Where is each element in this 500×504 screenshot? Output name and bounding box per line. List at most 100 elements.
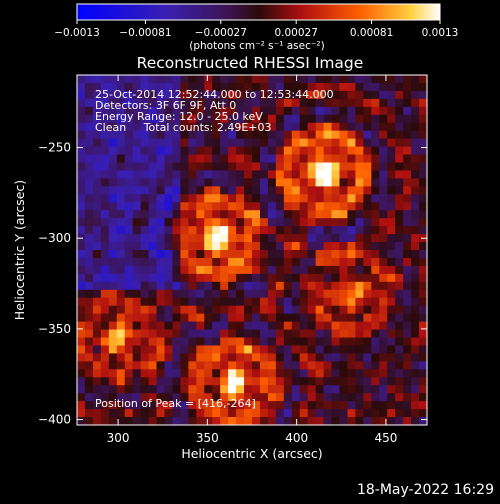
heatmap-cell [363,122,372,132]
heatmap-cell [355,114,364,124]
heatmap-cell [379,409,388,418]
heatmap-cell [92,361,102,370]
heatmap-cell [419,353,427,362]
heatmap-cell [204,353,213,362]
heatmap-cell [196,98,205,108]
heatmap-cell [188,178,197,187]
heatmap-cell [84,154,94,164]
heatmap-cell [228,146,237,156]
heatmap-cell [323,138,333,148]
heatmap-cell [140,329,150,339]
heatmap-cell [116,242,126,251]
heatmap-cell [323,329,333,339]
heatmap-cell [379,186,388,195]
heatmap-cell [283,82,293,92]
heatmap-cell [363,265,372,275]
heatmap-cell [331,226,341,235]
heatmap-cell [116,75,126,84]
heatmap-cell [92,281,102,291]
heatmap-cell [331,401,341,410]
heatmap-cell [188,130,197,140]
heatmap-cell [419,250,427,259]
heatmap-cell [156,106,166,116]
heatmap-cell [315,170,325,180]
heatmap-cell [371,82,380,92]
heatmap-cell [307,82,317,92]
heatmap-cell [172,417,182,425]
heatmap-cell [267,313,277,323]
heatmap-cell [355,337,364,347]
heatmap-cell [124,146,134,156]
heatmap-cell [259,289,269,299]
heatmap-cell [291,369,301,378]
heatmap-cell [236,82,245,92]
heatmap-cell [395,218,404,227]
heatmap-cell [283,409,293,418]
heatmap-cell [188,138,197,148]
heatmap-cell [267,353,277,362]
heatmap-cell [331,353,341,362]
heatmap-cell [84,146,94,156]
heatmap-cell [259,130,269,140]
heatmap-cell [339,210,349,219]
heatmap-cell [220,202,229,211]
heatmap-cell [395,385,404,394]
heatmap-cell [180,170,189,180]
heatmap-cell [252,321,261,331]
heatmap-cell [291,226,301,235]
heatmap-cell [180,377,189,386]
heatmap-cell [283,273,293,283]
heatmap-cell [363,401,372,410]
heatmap-cell [84,170,94,180]
heatmap-cell [371,289,380,299]
heatmap-cell [347,106,357,116]
heatmap-cell [339,281,349,291]
heatmap-cell [387,281,396,291]
heatmap-cell [236,345,245,355]
heatmap-cell [180,130,189,140]
heatmap-cell [188,305,197,315]
heatmap-cell [315,337,325,347]
heatmap-cell [164,98,174,108]
heatmap-cell [331,273,341,283]
heatmap-cell [395,361,404,370]
heatmap-cell [124,281,134,291]
heatmap-cell [156,138,166,148]
heatmap-cell [124,377,134,386]
heatmap-cell [387,138,396,148]
heatmap-cell [323,170,333,180]
heatmap-cell [180,75,189,84]
heatmap-cell [204,417,213,425]
heatmap-cell [172,250,182,259]
heatmap-cell [371,106,380,116]
heatmap-cell [132,186,142,195]
heatmap-cell [188,154,197,164]
heatmap-cell [172,369,182,378]
heatmap-cell [220,250,229,259]
heatmap-cell [204,186,213,195]
heatmap-cell [275,393,285,402]
heatmap-cell [379,138,388,148]
heatmap-cell [363,321,372,331]
heatmap-cell [347,393,357,402]
heatmap-cell [371,257,380,267]
heatmap-cell [379,353,388,362]
heatmap-cell [148,218,158,227]
heatmap-cell [259,138,269,148]
heatmap-cell [307,369,317,378]
heatmap-cell [84,138,94,148]
heatmap-cell [275,257,285,267]
heatmap-cell [252,361,261,370]
heatmap-cell [347,329,357,339]
heatmap-cell [132,265,142,275]
heatmap-cell [371,122,380,132]
heatmap-cell [156,377,166,386]
heatmap-cell [132,75,142,84]
heatmap-cell [84,98,94,108]
heatmap-cell [379,122,388,132]
heatmap-cell [124,250,134,259]
heatmap-cell [315,98,325,108]
heatmap-cell [259,75,269,84]
heatmap-cell [291,75,301,84]
heatmap-cell [347,146,357,156]
